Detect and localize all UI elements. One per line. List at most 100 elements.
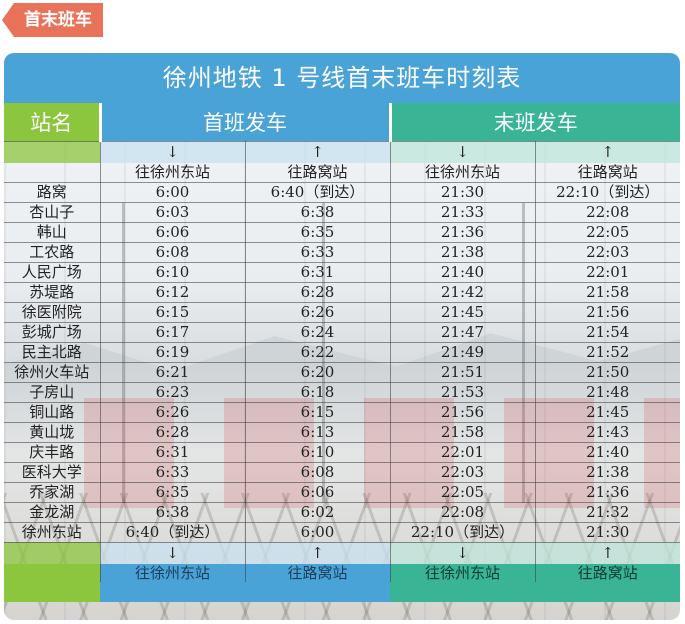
table-row: 乔家湖 6:35 6:06 22:05 21:36 xyxy=(4,482,680,503)
last-train-to-luwo: 21:32 xyxy=(535,502,680,523)
last-train-to-luwo: 21:56 xyxy=(535,302,680,323)
last-train-to-east: 21:49 xyxy=(390,342,536,363)
first-train-to-luwo: 6:26 xyxy=(245,302,391,323)
last-train-to-luwo: 21:38 xyxy=(535,462,680,483)
table-row: 韩山 6:06 6:35 21:36 22:05 xyxy=(4,222,680,243)
timetable-title: 徐州地铁 1 号线首末班车时刻表 xyxy=(4,53,680,103)
direction-label: 往徐州东站 xyxy=(100,563,246,582)
station-name: 徐医附院 xyxy=(4,302,101,323)
arrow-down-icon: ↓ xyxy=(390,542,536,564)
first-train-to-east: 6:40（到达） xyxy=(100,522,246,543)
station-name: 医科大学 xyxy=(4,462,101,483)
first-train-to-east: 6:08 xyxy=(100,242,246,263)
last-train-to-luwo: 22:10（到达） xyxy=(535,182,680,203)
first-train-to-luwo: 6:33 xyxy=(245,242,391,263)
first-train-to-luwo: 6:02 xyxy=(245,502,391,523)
last-train-to-east: 21:53 xyxy=(390,382,536,403)
last-train-to-luwo: 22:05 xyxy=(535,222,680,243)
first-train-to-luwo: 6:15 xyxy=(245,402,391,423)
last-train-to-luwo: 21:36 xyxy=(535,482,680,503)
last-train-to-east: 21:47 xyxy=(390,322,536,343)
station-name: 庆丰路 xyxy=(4,442,101,463)
first-train-to-east: 6:31 xyxy=(100,442,246,463)
first-train-to-luwo: 6:22 xyxy=(245,342,391,363)
first-train-to-luwo: 6:24 xyxy=(245,322,391,343)
first-train-to-east: 6:21 xyxy=(100,362,246,383)
station-name: 民主北路 xyxy=(4,342,101,363)
last-train-to-east: 21:30 xyxy=(390,182,536,203)
first-train-to-luwo: 6:31 xyxy=(245,262,391,283)
first-train-to-east: 6:03 xyxy=(100,202,246,223)
last-train-to-luwo: 21:40 xyxy=(535,442,680,463)
header-station: 站名 xyxy=(4,103,102,141)
direction-arrow-row-bottom: ↓ ↑ ↓ ↑ xyxy=(4,542,680,564)
direction-label-row-bottom: 往徐州东站 往路窝站 往徐州东站 往路窝站 xyxy=(4,563,680,582)
footer-first-band xyxy=(100,581,390,602)
first-train-to-east: 6:12 xyxy=(100,282,246,303)
first-train-to-east: 6:19 xyxy=(100,342,246,363)
last-train-to-east: 21:51 xyxy=(390,362,536,383)
station-name: 黄山垅 xyxy=(4,422,101,443)
last-train-to-luwo: 21:48 xyxy=(535,382,680,403)
last-train-to-luwo: 21:43 xyxy=(535,422,680,443)
station-name: 工农路 xyxy=(4,242,101,263)
arrow-down-icon: ↓ xyxy=(100,542,246,564)
station-name: 路窝 xyxy=(4,182,101,203)
first-train-to-east: 6:35 xyxy=(100,482,246,503)
arrow-down-icon: ↓ xyxy=(100,140,246,163)
table-row: 金龙湖 6:38 6:02 22:08 21:32 xyxy=(4,502,680,523)
section-tag: 首末班车 xyxy=(2,3,103,37)
table-row: 彭城广场 6:17 6:24 21:47 21:54 xyxy=(4,322,680,343)
station-name: 杏山子 xyxy=(4,202,101,223)
last-train-to-east: 21:56 xyxy=(390,402,536,423)
station-name: 铜山路 xyxy=(4,402,101,423)
direction-label: 往徐州东站 xyxy=(390,162,536,183)
table-row: 民主北路 6:19 6:22 21:49 21:52 xyxy=(4,342,680,363)
first-train-to-east: 6:23 xyxy=(100,382,246,403)
direction-label: 往徐州东站 xyxy=(390,563,536,582)
last-train-to-east: 21:38 xyxy=(390,242,536,263)
table-row: 路窝 6:00 6:40（到达） 21:30 22:10（到达） xyxy=(4,182,680,203)
arrow-up-icon: ↑ xyxy=(245,542,391,564)
first-train-to-east: 6:33 xyxy=(100,462,246,483)
last-train-to-luwo: 21:30 xyxy=(535,522,680,543)
arrow-up-icon: ↑ xyxy=(535,140,680,163)
station-blank-cell xyxy=(4,140,101,163)
first-train-to-east: 6:15 xyxy=(100,302,246,323)
first-train-to-luwo: 6:20 xyxy=(245,362,391,383)
table-row: 徐州东站 6:40（到达） 6:00 22:10（到达） 21:30 xyxy=(4,522,680,543)
footer-band xyxy=(4,581,680,602)
first-train-to-east: 6:06 xyxy=(100,222,246,243)
first-train-to-east: 6:28 xyxy=(100,422,246,443)
first-train-to-luwo: 6:18 xyxy=(245,382,391,403)
first-train-to-luwo: 6:28 xyxy=(245,282,391,303)
last-train-to-luwo: 21:45 xyxy=(535,402,680,423)
station-blank-cell xyxy=(4,563,101,582)
first-train-to-luwo: 6:35 xyxy=(245,222,391,243)
header-last-train: 末班发车 xyxy=(390,103,680,141)
station-name: 乔家湖 xyxy=(4,482,101,503)
last-train-to-east: 21:36 xyxy=(390,222,536,243)
table-row: 医科大学 6:33 6:08 22:03 21:38 xyxy=(4,462,680,483)
direction-label-row: 往徐州东站 往路窝站 往徐州东站 往路窝站 xyxy=(4,162,680,183)
direction-arrow-row: ↓ ↑ ↓ ↑ xyxy=(4,140,680,163)
station-name: 徐州火车站 xyxy=(4,362,101,383)
first-train-to-luwo: 6:06 xyxy=(245,482,391,503)
first-train-to-east: 6:10 xyxy=(100,262,246,283)
direction-label: 往徐州东站 xyxy=(100,162,246,183)
station-name: 苏堤路 xyxy=(4,282,101,303)
station-blank-cell xyxy=(4,162,101,183)
station-name: 徐州东站 xyxy=(4,522,101,543)
last-train-to-east: 21:58 xyxy=(390,422,536,443)
first-train-to-east: 6:00 xyxy=(100,182,246,203)
station-blank-cell xyxy=(4,542,101,564)
table-row: 人民广场 6:10 6:31 21:40 22:01 xyxy=(4,262,680,283)
timetable: 站名 首班发车 末班发车 ↓ ↑ ↓ ↑ 往徐州东站 往路窝站 往徐州东站 往路… xyxy=(4,103,680,602)
table-row: 子房山 6:23 6:18 21:53 21:48 xyxy=(4,382,680,403)
first-train-to-east: 6:26 xyxy=(100,402,246,423)
table-row: 杏山子 6:03 6:38 21:33 22:08 xyxy=(4,202,680,223)
last-train-to-east: 21:45 xyxy=(390,302,536,323)
last-train-to-luwo: 22:03 xyxy=(535,242,680,263)
footer-station-band xyxy=(4,581,100,602)
table-row: 工农路 6:08 6:33 21:38 22:03 xyxy=(4,242,680,263)
